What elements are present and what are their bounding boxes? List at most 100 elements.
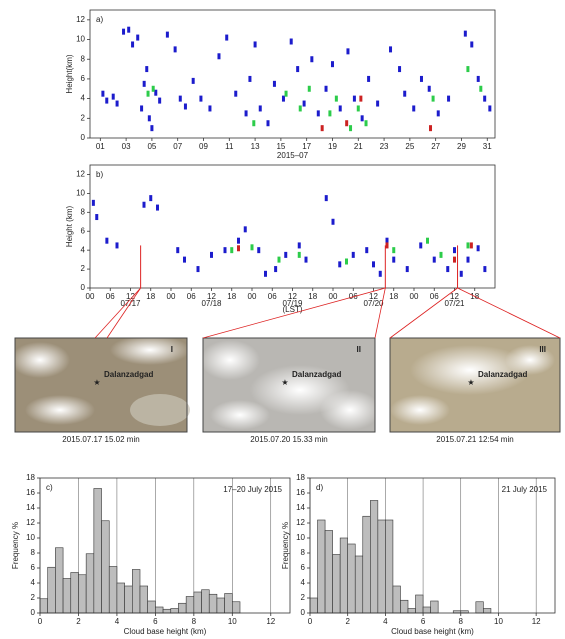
station-marker: ★ [93, 378, 100, 387]
x-tick-label: 00 [248, 292, 257, 301]
point [338, 105, 342, 112]
x-tick-label: 10 [494, 617, 503, 626]
point [111, 93, 115, 100]
plot-frame [89, 164, 496, 289]
bar [147, 600, 156, 614]
point [330, 61, 334, 68]
point [426, 237, 429, 244]
bar [422, 606, 431, 614]
bar [407, 608, 416, 614]
x-tick-label: 09 [199, 142, 208, 151]
bar [139, 585, 148, 614]
point [223, 247, 227, 254]
panel-label: a) [96, 15, 103, 24]
point [272, 80, 276, 87]
x-tick-label: 2 [345, 617, 350, 626]
point [376, 100, 380, 107]
point [281, 95, 285, 102]
station-marker: ★ [467, 378, 474, 387]
x-tick-label: 25 [405, 142, 414, 151]
x-tick-label: 18 [389, 292, 398, 301]
point [476, 245, 480, 252]
x-tick-label: 19 [328, 142, 337, 151]
bar [400, 599, 409, 614]
panel-label: c) [46, 483, 53, 492]
point [136, 34, 140, 41]
point [346, 48, 350, 55]
bar [216, 597, 225, 614]
point [105, 237, 109, 244]
x-tick-label: 12 [450, 292, 459, 301]
point [459, 270, 463, 277]
y-tick-label: 14 [296, 503, 305, 512]
point [297, 251, 301, 258]
point [328, 110, 332, 117]
point [372, 261, 375, 268]
point [158, 97, 162, 104]
y-tick-label: 4 [301, 578, 306, 587]
point [356, 105, 360, 112]
plot-frame [309, 477, 556, 614]
image-caption: 2015.07.20 15.33 min [250, 435, 327, 444]
panel-label: d) [316, 483, 323, 492]
x-axis-label: 2015–07 [277, 151, 309, 160]
point [199, 95, 203, 102]
x-tick-label: 21 [354, 142, 363, 151]
point [154, 89, 158, 96]
bar [475, 601, 484, 614]
point [243, 226, 247, 233]
y-tick-label: 0 [81, 133, 86, 142]
point [466, 66, 470, 73]
point [304, 256, 308, 263]
event-connector [389, 287, 458, 339]
point [230, 247, 234, 254]
point [360, 115, 364, 122]
point [178, 95, 182, 102]
point [234, 90, 238, 97]
point [331, 218, 335, 225]
bar [347, 543, 356, 614]
point [105, 97, 109, 104]
point [392, 256, 396, 263]
x-tick-label: 13 [251, 142, 260, 151]
point [253, 41, 257, 48]
x-tick-label: 12 [266, 617, 275, 626]
point [250, 244, 254, 251]
y-tick-label: 8 [31, 548, 36, 557]
station-name: Dalanzadgad [104, 370, 153, 379]
x-tick-label: 07 [173, 142, 182, 151]
x-tick-label: 06 [430, 292, 439, 301]
x-tick-label: 6 [421, 617, 426, 626]
image-label: I [171, 345, 173, 354]
satellite-image-2 [200, 337, 380, 433]
point [257, 247, 261, 254]
point [127, 26, 131, 33]
image-caption: 2015.07.21 12:54 min [436, 435, 513, 444]
bar [155, 606, 164, 614]
y-tick-label: 6 [301, 563, 306, 572]
point [389, 46, 393, 53]
y-tick-label: 0 [81, 283, 86, 292]
point [176, 247, 180, 254]
station-marker: ★ [281, 378, 288, 387]
x-tick-label: 12 [532, 617, 541, 626]
x-axis-label: Cloud base height (km) [124, 627, 207, 636]
point [403, 90, 407, 97]
point [367, 75, 371, 82]
point [101, 90, 105, 97]
y-tick-label: 10 [76, 35, 85, 44]
bar [385, 519, 394, 614]
date-label: 07/17 [120, 299, 141, 308]
panel-title: 21 July 2015 [502, 485, 548, 494]
x-tick-label: 06 [268, 292, 277, 301]
point [297, 242, 301, 249]
point [196, 266, 200, 273]
station-name: Dalanzadgad [292, 370, 341, 379]
x-tick-label: 12 [126, 292, 135, 301]
y-tick-label: 8 [81, 54, 86, 63]
bar [309, 597, 318, 614]
point [131, 41, 135, 48]
satellite-image-3 [389, 337, 561, 433]
bar [392, 585, 401, 614]
point [364, 120, 368, 127]
